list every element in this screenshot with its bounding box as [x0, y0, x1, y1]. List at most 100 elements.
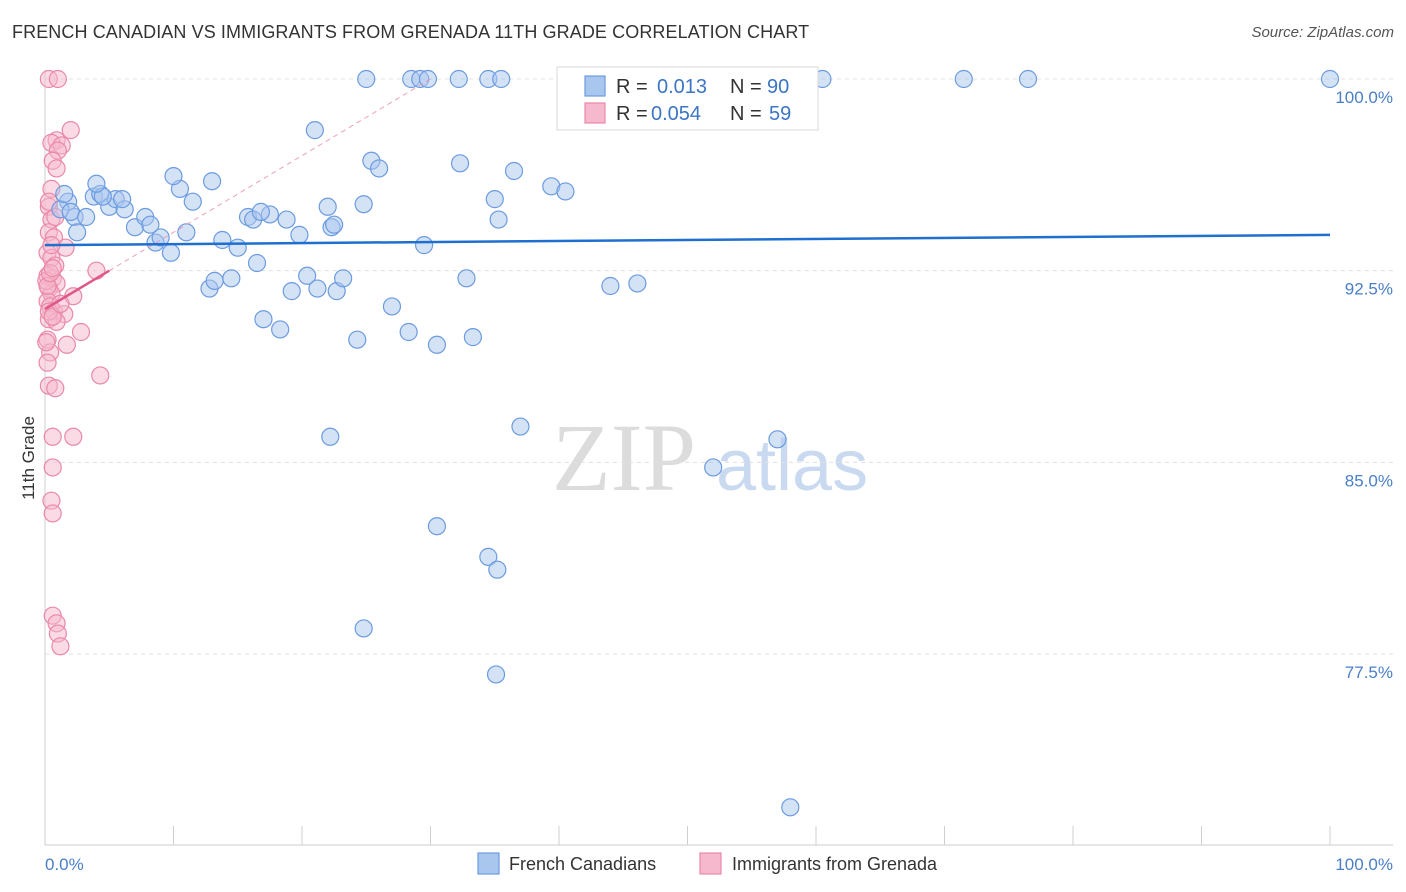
- watermark-zip: ZIP: [552, 404, 696, 511]
- grid-lines: [45, 78, 1393, 655]
- point-french-canadian-13: [161, 243, 181, 262]
- point-french-canadian-42: [414, 236, 434, 255]
- point-french-canadian-28: [282, 282, 301, 301]
- point-french-canadian-60: [427, 517, 447, 536]
- point-french-canadian-61: [479, 547, 498, 566]
- x-tick-label-min: 0.0%: [45, 855, 84, 874]
- bottom-legend-label-grenada: Immigrants from Grenada: [732, 854, 938, 874]
- legend-swatch-pink: [584, 102, 606, 124]
- legend-n-label-2: N =: [730, 103, 762, 125]
- point-french-canadian-69: [141, 215, 160, 234]
- legend-swatch-blue: [584, 75, 606, 97]
- point-french-canadian-64: [55, 184, 74, 204]
- point-grenada-39: [43, 427, 62, 446]
- legend-r-label-1: R =: [616, 76, 648, 98]
- point-grenada-47: [51, 637, 70, 656]
- legend-r-value-1: 0.013: [657, 76, 707, 98]
- point-french-canadian-44: [450, 154, 470, 173]
- bottom-legend: French Canadians Immigrants from Grenada: [477, 852, 938, 875]
- point-french-canadian-68: [112, 190, 132, 209]
- point-french-canadian-39: [370, 159, 389, 178]
- point-grenada-8: [47, 159, 66, 178]
- legend-n-value-2: 59: [769, 103, 791, 125]
- watermark: ZIP atlas: [552, 404, 868, 511]
- point-grenada-38: [46, 379, 65, 398]
- point-french-canadian-37: [354, 195, 373, 214]
- point-french-canadian-47: [485, 190, 504, 209]
- point-french-canadian-72: [357, 69, 376, 89]
- point-french-canadian-84: [1320, 69, 1340, 89]
- point-french-canadian-35: [334, 269, 353, 288]
- y-tick-label-2: 85.0%: [1345, 471, 1393, 490]
- point-french-canadian-76: [449, 69, 468, 89]
- point-grenada-36: [91, 366, 110, 385]
- series-french-canadians: [51, 69, 1340, 817]
- point-french-canadian-78: [492, 69, 511, 89]
- point-french-canadian-24: [254, 310, 273, 329]
- bottom-legend-swatch-pink: [699, 852, 722, 875]
- y-tick-labels: 100.0% 92.5% 85.0% 77.5%: [1335, 88, 1393, 682]
- point-french-canadian-17: [205, 271, 224, 290]
- legend-r-value-2: 0.054: [651, 103, 701, 125]
- point-french-canadian-57: [781, 798, 800, 817]
- point-french-canadian-23: [247, 253, 267, 273]
- point-grenada-18: [87, 261, 106, 280]
- point-french-canadian-19: [222, 269, 241, 288]
- legend-n-value-1: 90: [767, 76, 789, 98]
- point-french-canadian-55: [704, 458, 723, 477]
- watermark-atlas: atlas: [716, 426, 868, 506]
- point-french-canadian-86: [251, 202, 270, 221]
- point-grenada-2: [61, 121, 80, 140]
- point-french-canadian-58: [354, 619, 373, 638]
- point-french-canadian-46: [463, 328, 483, 347]
- point-french-canadian-30: [298, 266, 317, 285]
- point-french-canadian-3: [68, 223, 87, 242]
- chart-title: FRENCH CANADIAN VS IMMIGRANTS FROM GRENA…: [12, 22, 810, 42]
- point-french-canadian-89: [87, 174, 106, 193]
- point-french-canadian-26: [271, 320, 290, 339]
- point-french-canadian-49: [504, 161, 524, 181]
- point-grenada-40: [64, 427, 83, 446]
- point-french-canadian-88: [164, 167, 183, 186]
- point-french-canadian-31: [308, 279, 327, 298]
- point-french-canadian-20: [228, 238, 247, 257]
- point-french-canadian-52: [556, 182, 575, 201]
- point-french-canadian-63: [486, 665, 506, 684]
- point-french-canadian-53: [601, 276, 620, 296]
- point-french-canadian-12: [151, 228, 170, 247]
- point-french-canadian-66: [77, 207, 96, 227]
- point-french-canadian-32: [318, 197, 337, 216]
- point-french-canadian-87: [325, 215, 344, 234]
- point-french-canadian-54: [628, 274, 647, 293]
- legend-n-label-1: N =: [730, 76, 762, 98]
- point-grenada-58: [43, 259, 62, 278]
- point-french-canadian-75: [418, 69, 438, 89]
- point-french-canadian-62: [488, 560, 507, 579]
- point-grenada-1: [48, 69, 67, 89]
- legend-r-label-2: R =: [616, 103, 648, 125]
- point-french-canadian-36: [348, 330, 367, 349]
- point-french-canadian-82: [954, 69, 973, 89]
- trend-lines: [44, 78, 1331, 311]
- x-tick-label-max: 100.0%: [1335, 855, 1393, 874]
- point-grenada-41: [43, 458, 62, 477]
- point-french-canadian-18: [213, 230, 232, 250]
- point-french-canadian-70: [183, 192, 202, 211]
- point-grenada-33: [57, 335, 76, 354]
- y-tick-label-0: 100.0%: [1335, 88, 1393, 107]
- point-grenada-35: [38, 353, 57, 372]
- point-french-canadian-56: [768, 430, 787, 449]
- y-tick-label-1: 92.5%: [1345, 280, 1393, 299]
- point-french-canadian-45: [457, 269, 476, 288]
- point-french-canadian-40: [382, 297, 402, 316]
- x-tick-marks: [44, 826, 1331, 845]
- y-axis-label: 11th Grade: [19, 416, 38, 500]
- series-immigrants-from-grenada: [37, 69, 110, 656]
- point-french-canadian-43: [427, 335, 447, 354]
- point-french-canadian-59: [321, 427, 340, 446]
- chart-source: Source: ZipAtlas.com: [1251, 24, 1394, 41]
- point-french-canadian-29: [290, 225, 309, 244]
- trend-grenada: [44, 269, 110, 311]
- point-french-canadian-27: [277, 210, 296, 229]
- point-french-canadian-48: [489, 210, 508, 229]
